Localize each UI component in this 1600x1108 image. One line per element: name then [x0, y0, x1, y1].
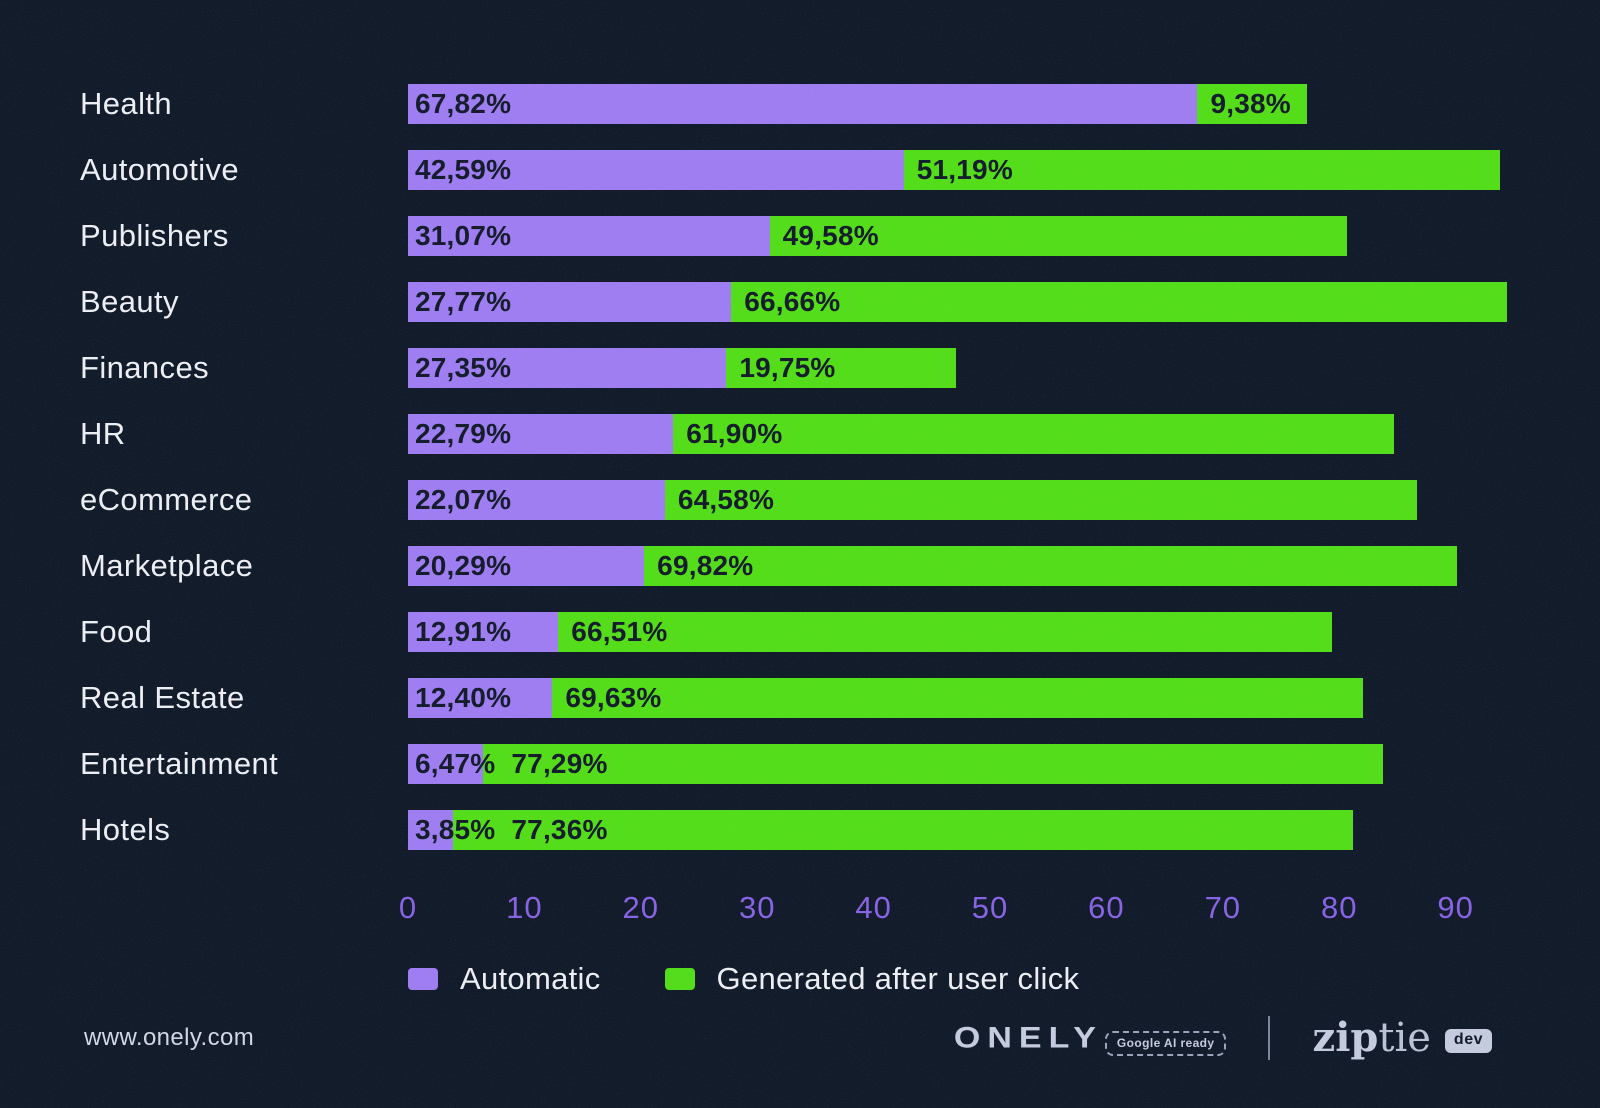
category-label: HR: [80, 416, 126, 451]
x-tick: 40: [855, 890, 892, 925]
x-tick: 20: [622, 890, 660, 925]
x-tick: 30: [738, 890, 776, 925]
chart-row: Marketplace 20,29% 69,82%: [0, 533, 1600, 599]
bar-segment-generated: [731, 282, 1508, 322]
bar-track: 22,07% 64,58%: [408, 480, 1508, 520]
chart-row: Hotels 3,85% 77,36%: [0, 797, 1600, 863]
bar-track: 3,85% 77,36%: [408, 810, 1508, 850]
bar-segment-generated: [558, 612, 1333, 652]
category-label: Finances: [80, 350, 209, 385]
legend-swatch-automatic-icon: [408, 968, 438, 990]
category-label: Beauty: [80, 284, 179, 319]
category-label: Entertainment: [80, 746, 279, 781]
onely-logo: ONELY Google AI ready: [954, 1019, 1227, 1058]
value-label-automatic: 12,91%: [415, 616, 512, 647]
value-label-automatic: 20,29%: [415, 550, 512, 581]
category-label: Hotels: [80, 812, 171, 847]
value-label-generated: 9,38%: [1210, 88, 1291, 119]
legend: Automatic Generated after user click: [408, 956, 1079, 1002]
value-label-automatic: 22,79%: [415, 418, 512, 449]
chart-row: eCommerce 22,07% 64,58%: [0, 467, 1600, 533]
chart-rows: Health 67,82% 9,38% Automotive 42,59% 51…: [0, 71, 1600, 863]
value-label-generated: 66,51%: [571, 616, 668, 647]
footer: www.onely.com ONELY Google AI ready zipt…: [84, 1012, 1492, 1064]
value-label-generated: 19,75%: [739, 352, 836, 383]
x-tick: 0: [398, 890, 418, 925]
bar-segment-generated: [483, 744, 1383, 784]
x-tick: 80: [1320, 890, 1358, 925]
chart-row: Food 12,91% 66,51%: [0, 599, 1600, 665]
value-label-automatic: 12,40%: [415, 682, 512, 713]
logo-divider: [1268, 1016, 1271, 1060]
value-label-automatic: 22,07%: [415, 484, 512, 515]
bar-track: 12,91% 66,51%: [408, 612, 1508, 652]
google-ai-ready-badge: Google AI ready: [1104, 1030, 1227, 1056]
value-label-automatic: 31,07%: [415, 220, 512, 251]
bar-segment-generated: [664, 480, 1417, 520]
ziptie-tie-text: tie: [1378, 1015, 1431, 1061]
x-tick: 50: [971, 890, 1009, 925]
value-label-automatic: 67,82%: [415, 88, 512, 119]
value-label-automatic: 6,47%: [415, 748, 496, 779]
legend-item-generated: Generated after user click: [664, 961, 1080, 997]
chart-row: Automotive 42,59% 51,19%: [0, 137, 1600, 203]
bar-track: 12,40% 69,63%: [408, 678, 1508, 718]
value-label-generated: 77,36%: [511, 814, 608, 845]
value-label-automatic: 42,59%: [415, 154, 512, 185]
value-label-automatic: 3,85%: [415, 814, 496, 845]
ziptie-logo: ziptie dev: [1312, 1018, 1492, 1058]
legend-label-automatic: Automatic: [460, 961, 601, 996]
x-tick: 70: [1204, 890, 1242, 925]
value-label-generated: 77,29%: [511, 748, 608, 779]
brand-logos: ONELY Google AI ready ziptie dev: [954, 1016, 1492, 1060]
bar-track: 22,79% 61,90%: [408, 414, 1508, 454]
value-label-generated: 51,19%: [916, 154, 1013, 185]
value-label-automatic: 27,35%: [415, 352, 512, 383]
value-label-generated: 69,63%: [565, 682, 662, 713]
bar-track: 6,47% 77,29%: [408, 744, 1508, 784]
category-label: Publishers: [80, 218, 229, 253]
value-label-generated: 49,58%: [782, 220, 879, 251]
ziptie-dev-badge: dev: [1444, 1029, 1492, 1053]
bar-track: 27,77% 66,66%: [408, 282, 1508, 322]
bar-segment-automatic: [408, 84, 1198, 124]
legend-label-generated: Generated after user click: [716, 961, 1080, 996]
bar-track: 31,07% 49,58%: [408, 216, 1508, 256]
onely-wordmark: ONELY: [953, 1020, 1103, 1055]
chart-row: Health 67,82% 9,38%: [0, 71, 1600, 137]
bar-segment-generated: [552, 678, 1363, 718]
category-label: Health: [80, 86, 173, 121]
chart-row: Beauty 27,77% 66,66%: [0, 269, 1600, 335]
value-label-generated: 66,66%: [744, 286, 841, 317]
category-label: Real Estate: [80, 680, 245, 715]
legend-item-automatic: Automatic: [408, 961, 601, 997]
bar-track: 27,35% 19,75%: [408, 348, 1508, 388]
value-label-generated: 69,82%: [657, 550, 754, 581]
category-label: Automotive: [80, 152, 240, 187]
bar-track: 67,82% 9,38%: [408, 84, 1508, 124]
chart-row: HR 22,79% 61,90%: [0, 401, 1600, 467]
x-tick: 10: [506, 890, 543, 925]
chart-row: Finances 27,35% 19,75%: [0, 335, 1600, 401]
chart-row: Entertainment 6,47% 77,29%: [0, 731, 1600, 797]
category-label: eCommerce: [80, 482, 253, 517]
chart-row: Real Estate 12,40% 69,63%: [0, 665, 1600, 731]
legend-swatch-generated-icon: [664, 968, 695, 990]
chart-row: Publishers 31,07% 49,58%: [0, 203, 1600, 269]
category-label: Food: [80, 614, 153, 649]
bar-track: 42,59% 51,19%: [408, 150, 1508, 190]
category-label: Marketplace: [80, 548, 254, 583]
bar-segment-generated: [644, 546, 1457, 586]
value-label-automatic: 27,77%: [415, 286, 512, 317]
website-text: www.onely.com: [84, 1024, 255, 1051]
value-label-generated: 61,90%: [686, 418, 783, 449]
x-tick: 60: [1088, 890, 1125, 925]
ziptie-zip-text: zip: [1312, 1014, 1379, 1061]
value-label-generated: 64,58%: [677, 484, 775, 515]
x-axis: 0 10 20 30 40 50 60 70 80 90: [399, 890, 1508, 934]
x-tick: 90: [1437, 890, 1474, 925]
bar-track: 20,29% 69,82%: [408, 546, 1508, 586]
ziptie-wordmark: ziptie: [1312, 1015, 1431, 1061]
